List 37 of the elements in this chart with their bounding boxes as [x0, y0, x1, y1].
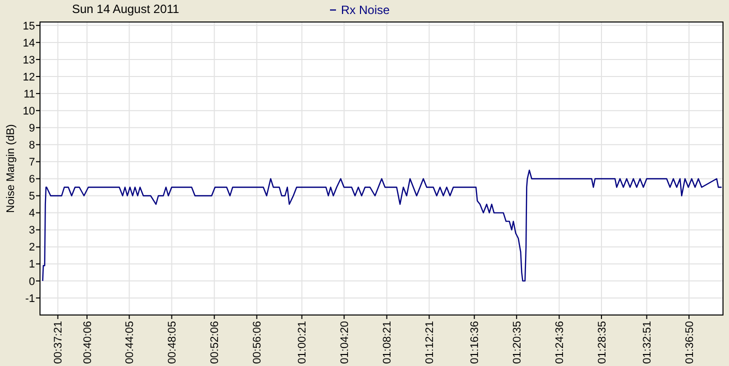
y-tick-label: 5 — [28, 190, 35, 203]
y-tick-label: -1 — [25, 292, 35, 305]
x-tick-label: 00:40:06 — [82, 321, 94, 364]
x-tick-label: 01:00:21 — [296, 321, 309, 364]
x-tick-label: 01:24:36 — [554, 321, 566, 364]
x-tick-label: 00:52:06 — [209, 321, 222, 364]
y-tick-label: 9 — [28, 122, 35, 134]
x-tick-label: 01:12:21 — [424, 321, 436, 364]
x-tick-label: 01:28:35 — [596, 321, 608, 364]
y-tick-label: 1 — [28, 258, 35, 271]
y-tick-label: 12 — [22, 71, 35, 84]
y-tick-label: 13 — [22, 54, 35, 66]
x-tick-label: 01:20:35 — [511, 321, 524, 364]
y-tick-label: 2 — [28, 242, 35, 254]
x-tick-label: 00:37:21 — [52, 321, 65, 364]
x-tick-label: 00:48:05 — [166, 321, 179, 364]
x-tick-label: 01:04:20 — [338, 321, 351, 364]
y-tick-label: 0 — [28, 276, 35, 288]
x-tick-label: 00:56:06 — [252, 321, 264, 364]
y-tick-label: 14 — [22, 37, 35, 50]
x-tick-label: 00:44:05 — [124, 321, 136, 364]
y-tick-label: 4 — [28, 208, 35, 220]
x-tick-label: 01:08:21 — [382, 321, 394, 364]
line-series — [42, 170, 722, 282]
x-tick-label: 01:32:51 — [642, 321, 654, 364]
x-tick-label: 01:36:50 — [684, 321, 696, 364]
y-tick-label: 6 — [28, 174, 35, 186]
x-tick-label: 01:16:36 — [469, 321, 482, 364]
chart-title: Sun 14 August 2011 — [72, 2, 180, 16]
y-tick-label: 3 — [28, 224, 35, 237]
y-axis-title: Noise Margin (dB) — [5, 124, 17, 213]
y-tick-label: 11 — [24, 88, 35, 100]
y-tick-label: 15 — [22, 20, 35, 32]
y-tick-label: 7 — [28, 156, 35, 169]
y-tick-label: 8 — [28, 140, 35, 152]
legend-label: Rx Noise — [341, 3, 390, 17]
y-tick-label: 10 — [22, 105, 35, 118]
